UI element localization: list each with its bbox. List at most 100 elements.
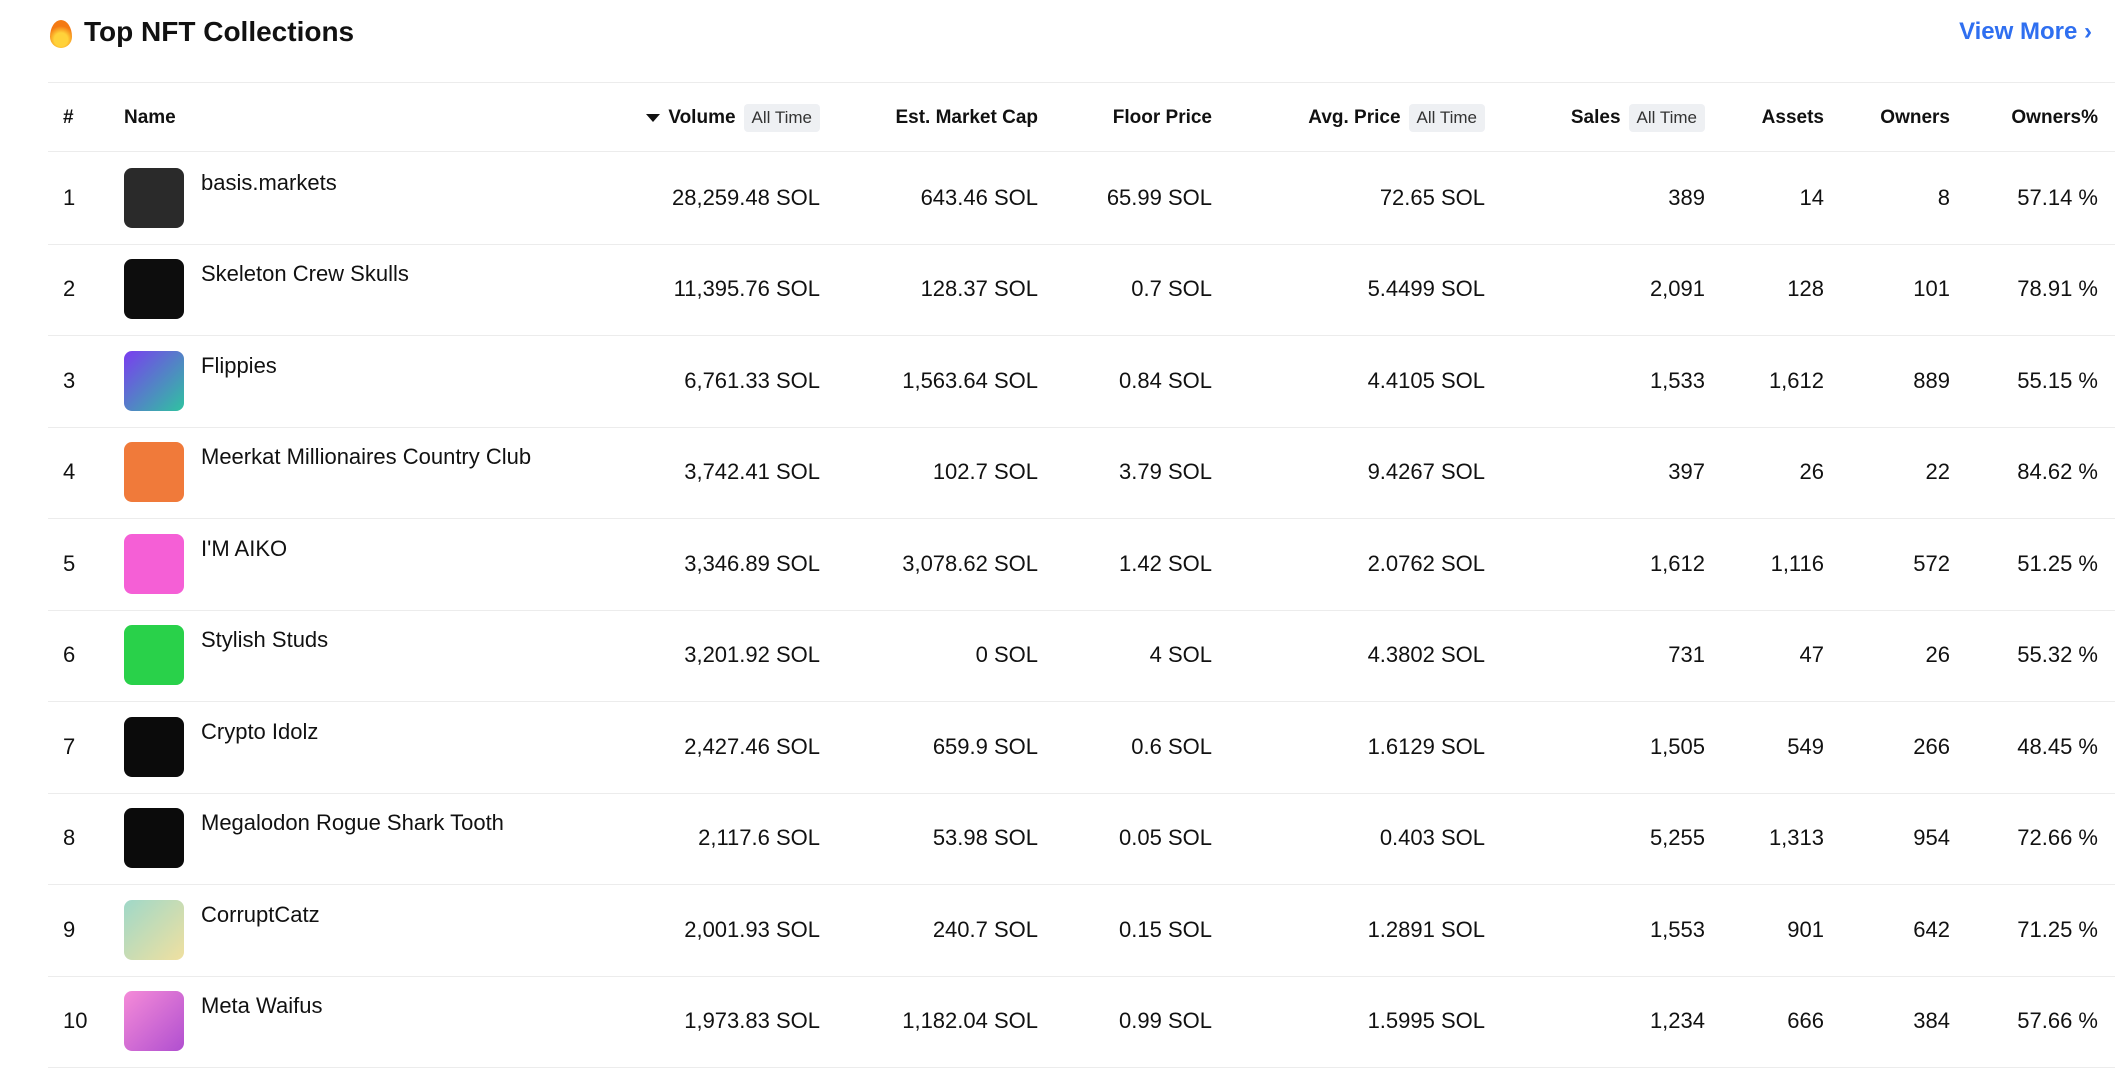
collection-name[interactable]: Skeleton Crew Skulls bbox=[201, 261, 409, 287]
cell-value: 22 bbox=[1925, 459, 1950, 485]
rank: 9 bbox=[63, 916, 76, 942]
cell-value: 14 bbox=[1799, 184, 1824, 210]
cell-value: 1.2891 SOL bbox=[1367, 916, 1485, 942]
cell-value: 4.3802 SOL bbox=[1367, 642, 1485, 668]
collection-icon[interactable] bbox=[124, 625, 184, 686]
collection-name[interactable]: CorruptCatz bbox=[201, 901, 320, 927]
collection-icon[interactable] bbox=[124, 350, 184, 411]
column-header[interactable]: Owners bbox=[1880, 104, 1950, 132]
cell-value: 384 bbox=[1913, 1008, 1950, 1034]
cell-value: 240.7 SOL bbox=[932, 916, 1038, 942]
row-divider bbox=[48, 335, 2115, 336]
cell-value: 65.99 SOL bbox=[1106, 184, 1212, 210]
cell-value: 128 bbox=[1787, 276, 1824, 302]
cell-value: 2,091 bbox=[1649, 276, 1705, 302]
cell-value: 1,313 bbox=[1768, 825, 1824, 851]
column-header[interactable]: Avg. Price All Time bbox=[1308, 104, 1485, 132]
cell-value: 1,553 bbox=[1649, 916, 1705, 942]
header-label: Owners bbox=[1880, 107, 1950, 128]
collection-icon[interactable] bbox=[124, 442, 184, 503]
cell-value: 642 bbox=[1913, 916, 1950, 942]
column-header[interactable]: Est. Market Cap bbox=[895, 104, 1038, 132]
cell-value: 0.403 SOL bbox=[1379, 825, 1485, 851]
cell-value: 2.0762 SOL bbox=[1367, 550, 1485, 576]
row-divider bbox=[48, 243, 2115, 245]
cell-value: 3,346.89 SOL bbox=[684, 550, 820, 576]
cell-value: 55.15 % bbox=[2017, 367, 2098, 393]
row-divider bbox=[48, 975, 2115, 977]
column-header[interactable]: Floor Price bbox=[1113, 104, 1212, 132]
cell-value: 0.7 SOL bbox=[1131, 276, 1212, 302]
cell-value: 1,505 bbox=[1649, 733, 1705, 759]
cell-value: 3,201.92 SOL bbox=[684, 642, 820, 668]
cell-value: 1.5995 SOL bbox=[1367, 1008, 1485, 1034]
cell-value: 71.25 % bbox=[2017, 916, 2098, 942]
collection-name[interactable]: Stylish Studs bbox=[201, 627, 329, 653]
cell-value: 55.32 % bbox=[2017, 642, 2098, 668]
cell-value: 48.45 % bbox=[2017, 733, 2098, 759]
cell-value: 101 bbox=[1913, 276, 1950, 302]
collection-name[interactable]: I'M AIKO bbox=[201, 535, 288, 561]
cell-value: 0.05 SOL bbox=[1119, 825, 1212, 851]
header-label: Avg. Price bbox=[1308, 107, 1401, 128]
column-header[interactable]: Assets bbox=[1762, 104, 1824, 132]
rank: 3 bbox=[63, 367, 76, 393]
cell-value: 4 SOL bbox=[1149, 642, 1212, 668]
cell-value: 1,234 bbox=[1649, 1008, 1705, 1034]
cell-value: 0.15 SOL bbox=[1119, 916, 1212, 942]
rank: 1 bbox=[63, 184, 76, 210]
time-badge[interactable]: All Time bbox=[1408, 104, 1485, 132]
collection-icon[interactable] bbox=[124, 899, 184, 960]
column-header[interactable]: Sales All Time bbox=[1571, 104, 1705, 132]
collection-name[interactable]: Meta Waifus bbox=[201, 993, 323, 1019]
cell-value: 1,973.83 SOL bbox=[684, 1008, 820, 1034]
time-badge[interactable]: All Time bbox=[1628, 104, 1705, 132]
cell-value: 3,078.62 SOL bbox=[902, 550, 1038, 576]
link-text[interactable]: View More bbox=[1959, 18, 2078, 45]
collection-name[interactable]: basis.markets bbox=[201, 169, 337, 195]
cell-value: 1,563.64 SOL bbox=[902, 367, 1038, 393]
time-badge[interactable]: All Time bbox=[743, 104, 820, 132]
rank: 10 bbox=[63, 1008, 88, 1034]
collection-icon[interactable] bbox=[124, 991, 184, 1052]
cell-value: 6,761.33 SOL bbox=[684, 367, 820, 393]
header-label: Est. Market Cap bbox=[895, 107, 1038, 128]
collection-icon[interactable] bbox=[124, 167, 184, 228]
sort-arrow bbox=[646, 114, 661, 122]
column-header: # bbox=[63, 104, 74, 132]
flame-icon bbox=[50, 20, 72, 48]
cell-value: 51.25 % bbox=[2017, 550, 2098, 576]
collection-name[interactable]: Meerkat Millionaires Country Club bbox=[201, 444, 532, 470]
rank: 7 bbox=[63, 733, 76, 759]
cell-value: 11,395.76 SOL bbox=[673, 276, 820, 302]
cell-value: 9.4267 SOL bbox=[1367, 459, 1485, 485]
cell-value: 659.9 SOL bbox=[932, 733, 1038, 759]
header-label: Owners% bbox=[2011, 107, 2098, 128]
cell-value: 731 bbox=[1668, 642, 1705, 668]
cell-value: 3,742.41 SOL bbox=[684, 459, 820, 485]
page-title: Top NFT Collections bbox=[84, 16, 355, 47]
cell-value: 0.84 SOL bbox=[1119, 367, 1212, 393]
cell-value: 84.62 % bbox=[2017, 459, 2098, 485]
cell-value: 889 bbox=[1913, 367, 1950, 393]
cell-value: 26 bbox=[1799, 459, 1824, 485]
row-divider bbox=[48, 884, 2115, 885]
collection-name[interactable]: Flippies bbox=[201, 352, 277, 378]
collection-name[interactable]: Crypto Idolz bbox=[201, 718, 319, 744]
divider bbox=[48, 82, 2115, 83]
collection-icon[interactable] bbox=[124, 716, 184, 777]
view-more-link[interactable]: View More › bbox=[1959, 18, 2092, 45]
cell-value: 397 bbox=[1668, 459, 1705, 485]
cell-value: 72.65 SOL bbox=[1379, 184, 1485, 210]
row-divider bbox=[48, 518, 2115, 519]
collection-name[interactable]: Megalodon Rogue Shark Tooth bbox=[201, 810, 504, 836]
collection-icon[interactable] bbox=[124, 533, 184, 594]
cell-value: 1.6129 SOL bbox=[1367, 733, 1485, 759]
column-header[interactable]: Owners% bbox=[2011, 104, 2098, 132]
collection-icon[interactable] bbox=[124, 808, 184, 869]
row-divider bbox=[48, 1067, 2115, 1068]
header-label: # bbox=[63, 107, 74, 128]
header-label: Name bbox=[124, 107, 176, 128]
column-header[interactable]: Volume All Time bbox=[646, 104, 820, 132]
collection-icon[interactable] bbox=[124, 259, 184, 320]
